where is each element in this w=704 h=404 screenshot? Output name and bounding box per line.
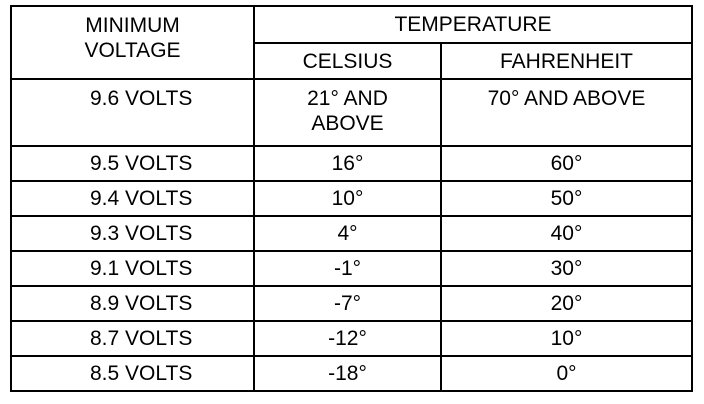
table-row: 8.9 VOLTS -7° 20° (10, 285, 693, 322)
table-cell: -18° (253, 355, 442, 392)
header-cell: CELSIUS (253, 42, 442, 80)
header-text: CELSIUS (302, 49, 393, 73)
cell-text: 70° AND ABOVE (487, 87, 646, 110)
cell-text: 9.4 VOLTS (90, 187, 193, 210)
table-cell: 70° AND ABOVE (440, 78, 693, 147)
cell-text: 9.1 VOLTS (90, 257, 193, 280)
table-cell: 10° (253, 180, 442, 217)
table-row: 9.1 VOLTS -1° 30° (10, 250, 693, 287)
cell-text: 30° (550, 257, 583, 280)
cell-text: -12° (328, 327, 367, 350)
table-cell: 9.1 VOLTS (10, 250, 255, 287)
header-row: MINIMUM VOLTAGE TEMPERATURE (10, 5, 693, 80)
header-cell: MINIMUM VOLTAGE (10, 5, 255, 80)
table-cell: -1° (253, 250, 442, 287)
header-cell: TEMPERATURE (253, 5, 693, 44)
table-cell: 30° (440, 250, 693, 287)
cell-text: 8.7 VOLTS (90, 327, 193, 350)
table-row: 8.5 VOLTS -18° 0° (10, 355, 693, 392)
header-text: FAHRENHEIT (499, 49, 633, 73)
table-cell: 9.6 VOLTS (10, 78, 255, 147)
cell-text: 9.3 VOLTS (90, 222, 193, 245)
table-row: 9.4 VOLTS 10° 50° (10, 180, 693, 217)
table-row: 9.3 VOLTS 4° 40° (10, 215, 693, 252)
cell-text: 9.5 VOLTS (90, 152, 193, 175)
table-cell: -12° (253, 320, 442, 357)
cell-text: 4° (337, 222, 358, 245)
header-text: TEMPERATURE (394, 13, 552, 36)
table-row: 9.5 VOLTS 16° 60° (10, 145, 693, 182)
table-cell: 16° (253, 145, 442, 182)
table-cell: 10° (440, 320, 693, 357)
cell-text: 60° (550, 152, 583, 175)
table-cell: 21° AND ABOVE (253, 78, 442, 147)
table-cell: 8.9 VOLTS (10, 285, 255, 322)
cell-text: -7° (333, 292, 362, 315)
table-cell: 0° (440, 355, 693, 392)
table-row: 9.6 VOLTS 21° AND ABOVE 70° AND ABOVE (10, 78, 693, 147)
cell-text: 9.6 VOLTS (90, 87, 193, 110)
table-cell: 60° (440, 145, 693, 182)
table-cell: 8.7 VOLTS (10, 320, 255, 357)
cell-text: 20° (550, 292, 583, 315)
header-text: MINIMUM VOLTAGE (84, 14, 181, 62)
cell-text: 8.9 VOLTS (90, 292, 193, 315)
table-cell: 9.5 VOLTS (10, 145, 255, 182)
cell-text: 10° (331, 187, 364, 210)
cell-text: 8.5 VOLTS (90, 362, 193, 385)
cell-text: 16° (331, 152, 364, 175)
cell-text: -18° (328, 362, 367, 385)
voltage-table: MINIMUM VOLTAGE TEMPERATURE CELSIUS FAHR… (10, 5, 693, 392)
cell-text: 10° (550, 327, 583, 350)
cell-text: 0° (556, 362, 577, 385)
table-cell: 9.4 VOLTS (10, 180, 255, 217)
table-cell: 4° (253, 215, 442, 252)
header-row: CELSIUS FAHRENHEIT (11, 42, 693, 80)
table-cell: 8.5 VOLTS (10, 355, 255, 392)
table-cell: 20° (440, 285, 693, 322)
table-cell: 40° (440, 215, 693, 252)
cell-text: -1° (333, 257, 362, 280)
cell-text: 50° (550, 187, 583, 210)
cell-text: 40° (550, 222, 583, 245)
table-cell: 9.3 VOLTS (10, 215, 255, 252)
cell-text: 21° AND ABOVE (307, 87, 388, 135)
table-body: MINIMUM VOLTAGE TEMPERATURE CELSIUS FAHR… (10, 5, 693, 392)
header-cell: FAHRENHEIT (440, 42, 693, 80)
table-row: 8.7 VOLTS -12° 10° (10, 320, 693, 357)
table-cell: 50° (440, 180, 693, 217)
table-cell: -7° (253, 285, 442, 322)
